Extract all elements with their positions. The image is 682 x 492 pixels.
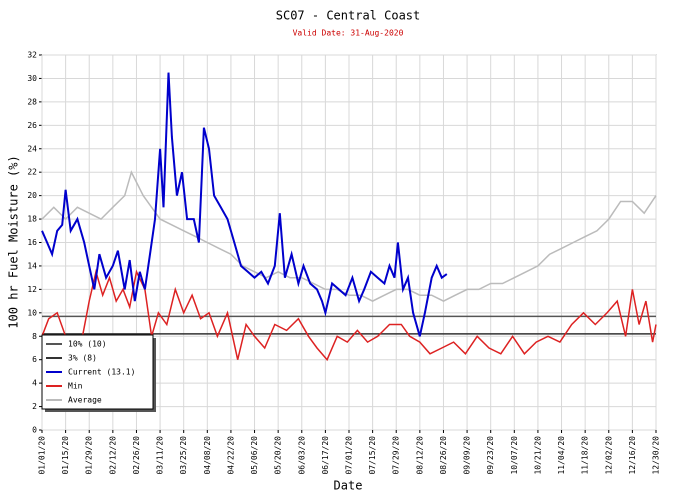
x-tick-label: 07/01/20 [345,436,354,475]
y-tick-label: 28 [27,97,37,106]
chart-title: SC07 - Central Coast [276,9,421,23]
x-tick-label: 01/15/20 [61,436,70,475]
y-tick-label: 14 [27,261,37,270]
chart-subtitle: Valid Date: 31-Aug-2020 [293,29,404,38]
x-tick-label: 09/23/20 [486,436,495,475]
x-tick-label: 06/03/20 [297,436,306,475]
x-tick-label: 11/04/20 [557,436,566,475]
legend-label: 10% (10) [68,340,107,349]
legend-label: Min [68,382,83,391]
x-tick-label: 09/09/20 [463,436,472,475]
y-tick-label: 24 [27,144,37,153]
legend-label: Average [68,396,102,405]
x-axis-label: Date [334,479,363,492]
x-tick-label: 03/11/20 [156,436,165,475]
legend-label: Current (13.1) [68,368,135,377]
x-tick-label: 06/17/20 [321,436,330,475]
x-tick-label: 04/08/20 [203,436,212,475]
y-tick-label: 8 [32,332,37,341]
legend-label: 3% (8) [68,354,97,363]
x-tick-label: 02/26/20 [132,436,141,475]
x-tick-label: 08/26/20 [439,436,448,475]
y-tick-label: 32 [27,51,37,60]
y-tick-label: 20 [27,191,37,200]
y-tick-label: 16 [27,238,37,247]
y-tick-label: 2 [32,402,37,411]
y-axis-label: 100 hr Fuel Moisture (%) [7,155,21,328]
x-tick-label: 01/29/20 [85,436,94,475]
x-tick-label: 08/12/20 [415,436,424,475]
y-tick-label: 6 [32,355,37,364]
x-tick-label: 02/12/20 [108,436,117,475]
y-tick-label: 4 [32,379,37,388]
x-tick-label: 05/20/20 [274,436,283,475]
y-tick-label: 22 [27,168,37,177]
x-tick-label: 10/21/20 [533,436,542,475]
x-tick-label: 01/01/20 [38,436,47,475]
legend: 10% (10) 3% (8) Current (13.1) Min Average [41,334,156,412]
y-tick-label: 30 [27,74,37,83]
x-tick-label: 04/22/20 [226,436,235,475]
y-tick-label: 12 [27,285,37,294]
x-tick-label: 12/30/20 [652,436,661,475]
x-tick-label: 12/16/20 [628,436,637,475]
series-line [41,72,448,337]
x-tick-label: 03/25/20 [179,436,188,475]
y-tick-label: 18 [27,215,37,224]
y-tick-label: 26 [27,121,37,130]
x-tick-label: 10/07/20 [510,436,519,475]
x-tick-label: 07/15/20 [368,436,377,475]
x-tick-label: 11/18/20 [581,436,590,475]
x-tick-label: 12/02/20 [604,436,613,475]
x-tick-label: 07/29/20 [392,436,401,475]
y-tick-label: 0 [32,426,37,435]
series-line [41,268,657,369]
y-tick-label: 10 [27,308,37,317]
x-tick-label: 05/06/20 [250,436,259,475]
